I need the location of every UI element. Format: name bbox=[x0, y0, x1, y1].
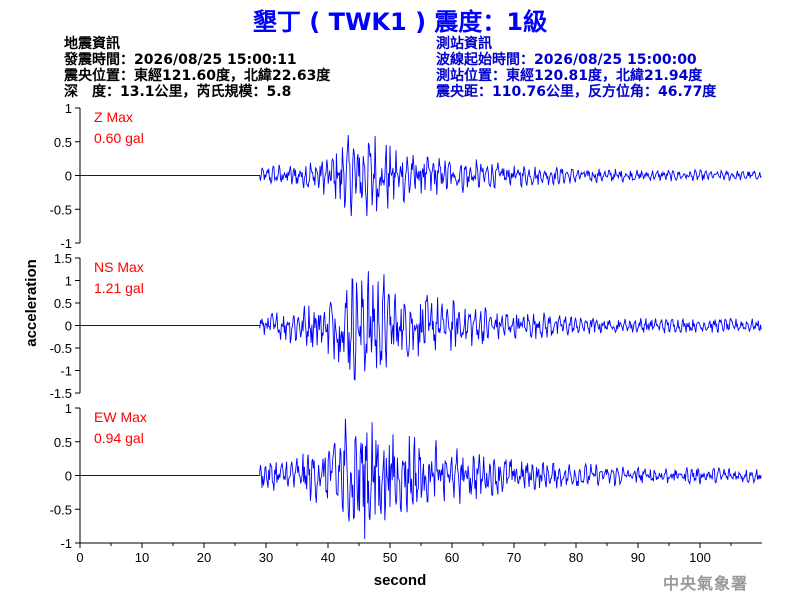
x-tick-label: 0 bbox=[76, 550, 83, 565]
depth-magnitude: 深 度：13.1公里，芮氏規模：5.8 bbox=[64, 84, 292, 100]
y-tick-label: -1.5 bbox=[50, 386, 72, 401]
max-value-ns: 1.21 gal bbox=[94, 280, 144, 296]
y-tick-label: 0 bbox=[65, 469, 72, 484]
x-tick-label: 50 bbox=[383, 550, 397, 565]
x-tick-label: 10 bbox=[135, 550, 149, 565]
y-tick-label: 0.5 bbox=[54, 435, 72, 450]
distance-azimuth: 震央距：110.76公里，反方位角：46.77度 bbox=[436, 84, 717, 100]
y-tick-label: 1.5 bbox=[54, 251, 72, 266]
y-tick-label: -1 bbox=[60, 364, 72, 379]
cwa-watermark: 中央氣象署 bbox=[662, 574, 748, 593]
max-value-ew: 0.94 gal bbox=[94, 430, 144, 446]
y-tick-label: -0.5 bbox=[50, 202, 72, 217]
y-tick-label: -1 bbox=[60, 536, 72, 551]
station-location: 測站位置：東經120.81度，北緯21.94度 bbox=[436, 68, 703, 84]
epicenter: 震央位置：東經121.60度，北緯22.63度 bbox=[64, 68, 331, 84]
x-tick-label: 20 bbox=[197, 550, 211, 565]
x-tick-label: 60 bbox=[445, 550, 459, 565]
y-tick-label: 1 bbox=[65, 101, 72, 116]
x-tick-label: 90 bbox=[631, 550, 645, 565]
origin-time: 發震時間：2026/08/25 15:00:11 bbox=[64, 52, 297, 68]
trace-ns bbox=[80, 271, 762, 381]
y-tick-label: 0 bbox=[65, 319, 72, 334]
x-axis-label: second bbox=[374, 572, 427, 589]
y-tick-label: 0.5 bbox=[54, 135, 72, 150]
station-info: 測站資訊 波線起始時間：2026/08/25 15:00:00 測站位置：東經1… bbox=[436, 36, 716, 100]
y-tick-label: -0.5 bbox=[50, 502, 72, 517]
y-tick-label: 1 bbox=[65, 274, 72, 289]
max-label-z: Z Max bbox=[94, 109, 133, 125]
max-label-ew: EW Max bbox=[94, 409, 147, 425]
y-tick-label: 1 bbox=[65, 401, 72, 416]
max-label-ns: NS Max bbox=[94, 259, 144, 275]
earthquake-info-heading: 地震資訊 bbox=[64, 36, 120, 52]
y-tick-label: 0.5 bbox=[54, 296, 72, 311]
x-tick-label: 100 bbox=[689, 550, 711, 565]
x-tick-label: 70 bbox=[507, 550, 521, 565]
trace-ew bbox=[80, 418, 762, 540]
station-info-heading: 測站資訊 bbox=[436, 36, 492, 52]
wave-start-time: 波線起始時間：2026/08/25 15:00:00 bbox=[436, 52, 697, 68]
y-tick-label: 0 bbox=[65, 169, 72, 184]
x-tick-label: 80 bbox=[569, 550, 583, 565]
earthquake-info: 地震資訊 發震時間：2026/08/25 15:00:11 震央位置：東經121… bbox=[64, 36, 330, 100]
trace-z bbox=[80, 134, 762, 217]
x-tick-label: 40 bbox=[321, 550, 335, 565]
max-value-z: 0.60 gal bbox=[94, 130, 144, 146]
chart-title: 墾丁 ( TWK1 ) 震度：1級 bbox=[252, 8, 548, 36]
x-tick-label: 30 bbox=[259, 550, 273, 565]
y-axis-label: acceleration bbox=[23, 259, 40, 347]
y-tick-label: -0.5 bbox=[50, 341, 72, 356]
y-tick-label: -1 bbox=[60, 236, 72, 251]
